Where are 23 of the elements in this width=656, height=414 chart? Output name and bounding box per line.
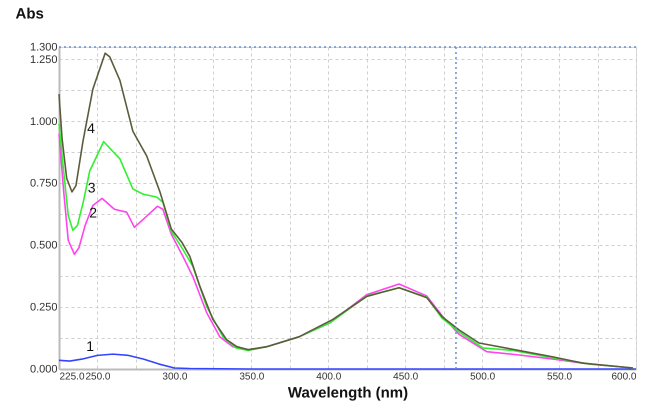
x-tick-label: 400.0 bbox=[316, 372, 342, 382]
y-tick-label: 0.250 bbox=[30, 302, 58, 314]
x-tick-label: 500.0 bbox=[470, 372, 496, 382]
x-tick-label: 550.0 bbox=[547, 372, 573, 382]
series-label: 3 bbox=[88, 180, 96, 196]
y-tick-label: 1.300 bbox=[30, 42, 58, 54]
x-tick-label: 600.0 bbox=[611, 372, 637, 382]
x-tick-label: 300.0 bbox=[162, 372, 188, 382]
x-tick-label: 450.0 bbox=[393, 372, 419, 382]
y-tick-label: 0.500 bbox=[30, 240, 58, 252]
x-tick-label: 250.0 bbox=[85, 372, 111, 382]
y-axis-title: Abs bbox=[16, 6, 44, 22]
y-tick-label: 0.750 bbox=[30, 178, 58, 190]
x-tick-label: 225.0 bbox=[60, 372, 85, 382]
y-tick-label: 1.000 bbox=[30, 116, 58, 128]
line-series bbox=[58, 52, 634, 369]
y-tick-label: 0.000 bbox=[30, 364, 58, 376]
x-tick-label: 350.0 bbox=[239, 372, 265, 382]
series-label: 1 bbox=[86, 338, 94, 354]
x-axis-title: Wavelength (nm) bbox=[288, 384, 408, 402]
series-label: 4 bbox=[87, 120, 96, 136]
y-tick-label: 1.250 bbox=[30, 54, 58, 66]
series-label: 2 bbox=[89, 204, 98, 220]
